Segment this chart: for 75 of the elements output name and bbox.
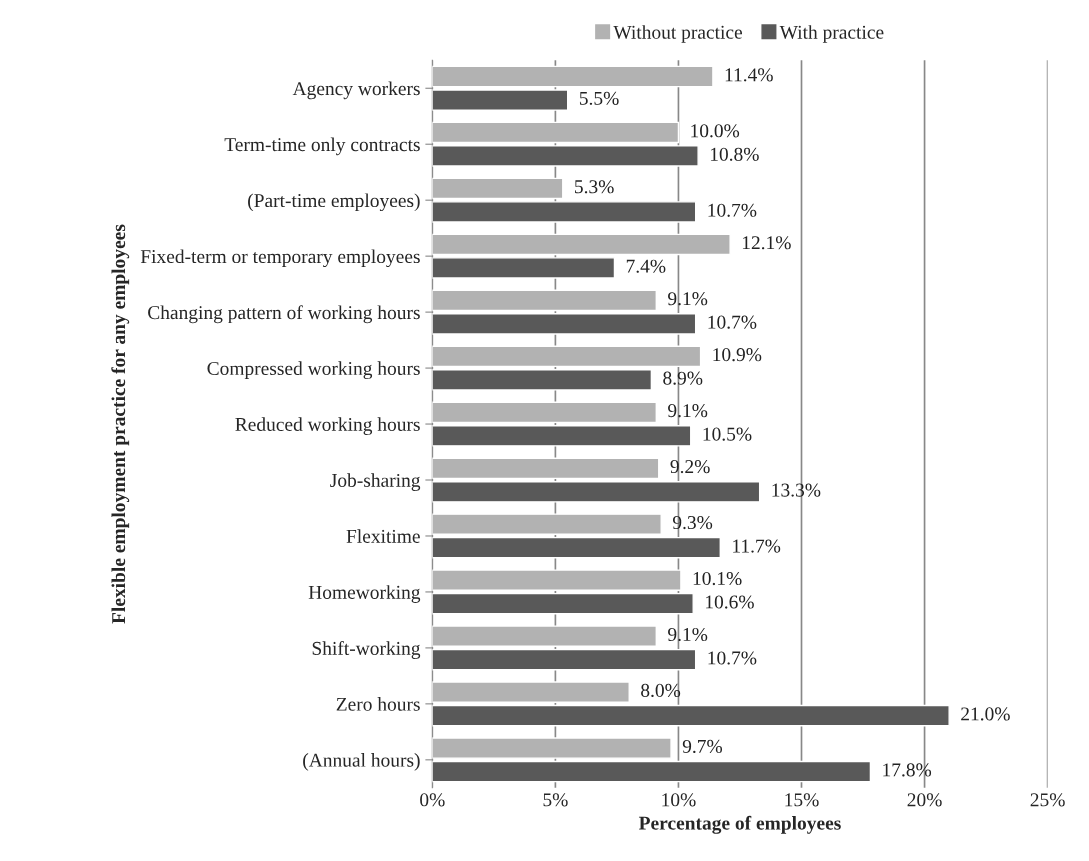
bar bbox=[432, 345, 702, 368]
x-tick-label: 25% bbox=[1030, 793, 1065, 807]
data-label: 9.3% bbox=[672, 515, 713, 530]
y-tick-label: Homeworking bbox=[308, 585, 421, 603]
bar bbox=[432, 313, 697, 335]
legend-label: Without practice bbox=[613, 25, 742, 43]
bar bbox=[432, 425, 692, 447]
x-tick-label: 5% bbox=[543, 793, 568, 807]
data-label: 9.1% bbox=[668, 292, 708, 306]
bar bbox=[432, 569, 682, 591]
y-tick-label: Zero hours bbox=[336, 697, 420, 711]
data-label: 9.1% bbox=[668, 404, 708, 418]
y-axis-title: Flexible employment practice for any employees bbox=[111, 224, 130, 624]
x-tick-label: 20% bbox=[907, 793, 942, 807]
bar bbox=[432, 760, 872, 783]
x-tick-label: 10% bbox=[662, 793, 696, 807]
x-tick-label: 0% bbox=[420, 793, 445, 807]
data-label: 7.4% bbox=[626, 259, 666, 273]
bar bbox=[432, 457, 660, 480]
data-label: 5.5% bbox=[579, 91, 619, 105]
bar bbox=[432, 681, 630, 703]
y-tick-label: (Part-time employees) bbox=[248, 193, 420, 212]
data-label: 8.9% bbox=[663, 371, 703, 385]
y-tick-label: Reduced working hours bbox=[235, 417, 420, 435]
x-tick-label: 15% bbox=[785, 793, 819, 807]
bar bbox=[432, 648, 697, 671]
data-label: 9.7% bbox=[682, 739, 723, 754]
data-label: 10.7% bbox=[708, 651, 757, 665]
bar bbox=[432, 536, 721, 559]
data-label: 10.5% bbox=[703, 427, 752, 441]
bar bbox=[432, 704, 950, 727]
data-label: 12.1% bbox=[742, 236, 791, 250]
bar bbox=[432, 121, 680, 144]
data-label: 17.8% bbox=[883, 763, 932, 777]
y-tick-label: Flexitime bbox=[346, 529, 420, 543]
data-label: 11.4% bbox=[725, 68, 773, 82]
data-label: 11.7% bbox=[733, 539, 781, 553]
x-axis-title: Percentage of employees bbox=[638, 815, 841, 834]
bar bbox=[432, 89, 569, 111]
bar bbox=[432, 513, 662, 535]
data-label: 5.3% bbox=[575, 180, 614, 194]
data-label: 10.1% bbox=[693, 571, 742, 586]
data-label: 10.9% bbox=[713, 348, 762, 362]
data-label: 10.7% bbox=[708, 203, 757, 217]
data-label: 10.8% bbox=[710, 147, 759, 161]
bar bbox=[432, 65, 714, 88]
legend-label: With practice bbox=[779, 25, 884, 43]
bar bbox=[432, 401, 657, 424]
bar bbox=[432, 233, 731, 256]
bar bbox=[432, 625, 657, 647]
bar bbox=[432, 177, 564, 200]
data-label: 9.1% bbox=[668, 627, 708, 642]
bar bbox=[432, 737, 672, 759]
y-tick-label: Job-sharing bbox=[330, 473, 421, 491]
bar bbox=[432, 257, 616, 279]
bar bbox=[432, 369, 653, 391]
data-label: 21.0% bbox=[961, 707, 1010, 721]
bar bbox=[432, 480, 761, 503]
data-label: 8.0% bbox=[641, 683, 681, 698]
bar bbox=[432, 201, 697, 223]
y-tick-label: Changing pattern of working hours bbox=[148, 305, 420, 324]
bar bbox=[432, 289, 657, 312]
y-tick-label: Term-time only contracts bbox=[224, 137, 420, 156]
bar bbox=[432, 592, 694, 615]
data-label: 9.2% bbox=[670, 460, 710, 474]
bar bbox=[432, 145, 699, 167]
data-label: 10.0% bbox=[691, 124, 740, 138]
y-tick-label: Fixed-term or temporary employees bbox=[140, 249, 420, 268]
y-tick-label: Agency workers bbox=[292, 81, 420, 100]
y-tick-label: (Annual hours) bbox=[303, 753, 420, 771]
data-label: 10.6% bbox=[706, 595, 754, 609]
data-label: 10.7% bbox=[708, 315, 757, 329]
y-tick-label: Shift-working bbox=[312, 641, 421, 659]
y-tick-label: Compressed working hours bbox=[207, 361, 420, 380]
data-label: 13.3% bbox=[772, 483, 821, 497]
